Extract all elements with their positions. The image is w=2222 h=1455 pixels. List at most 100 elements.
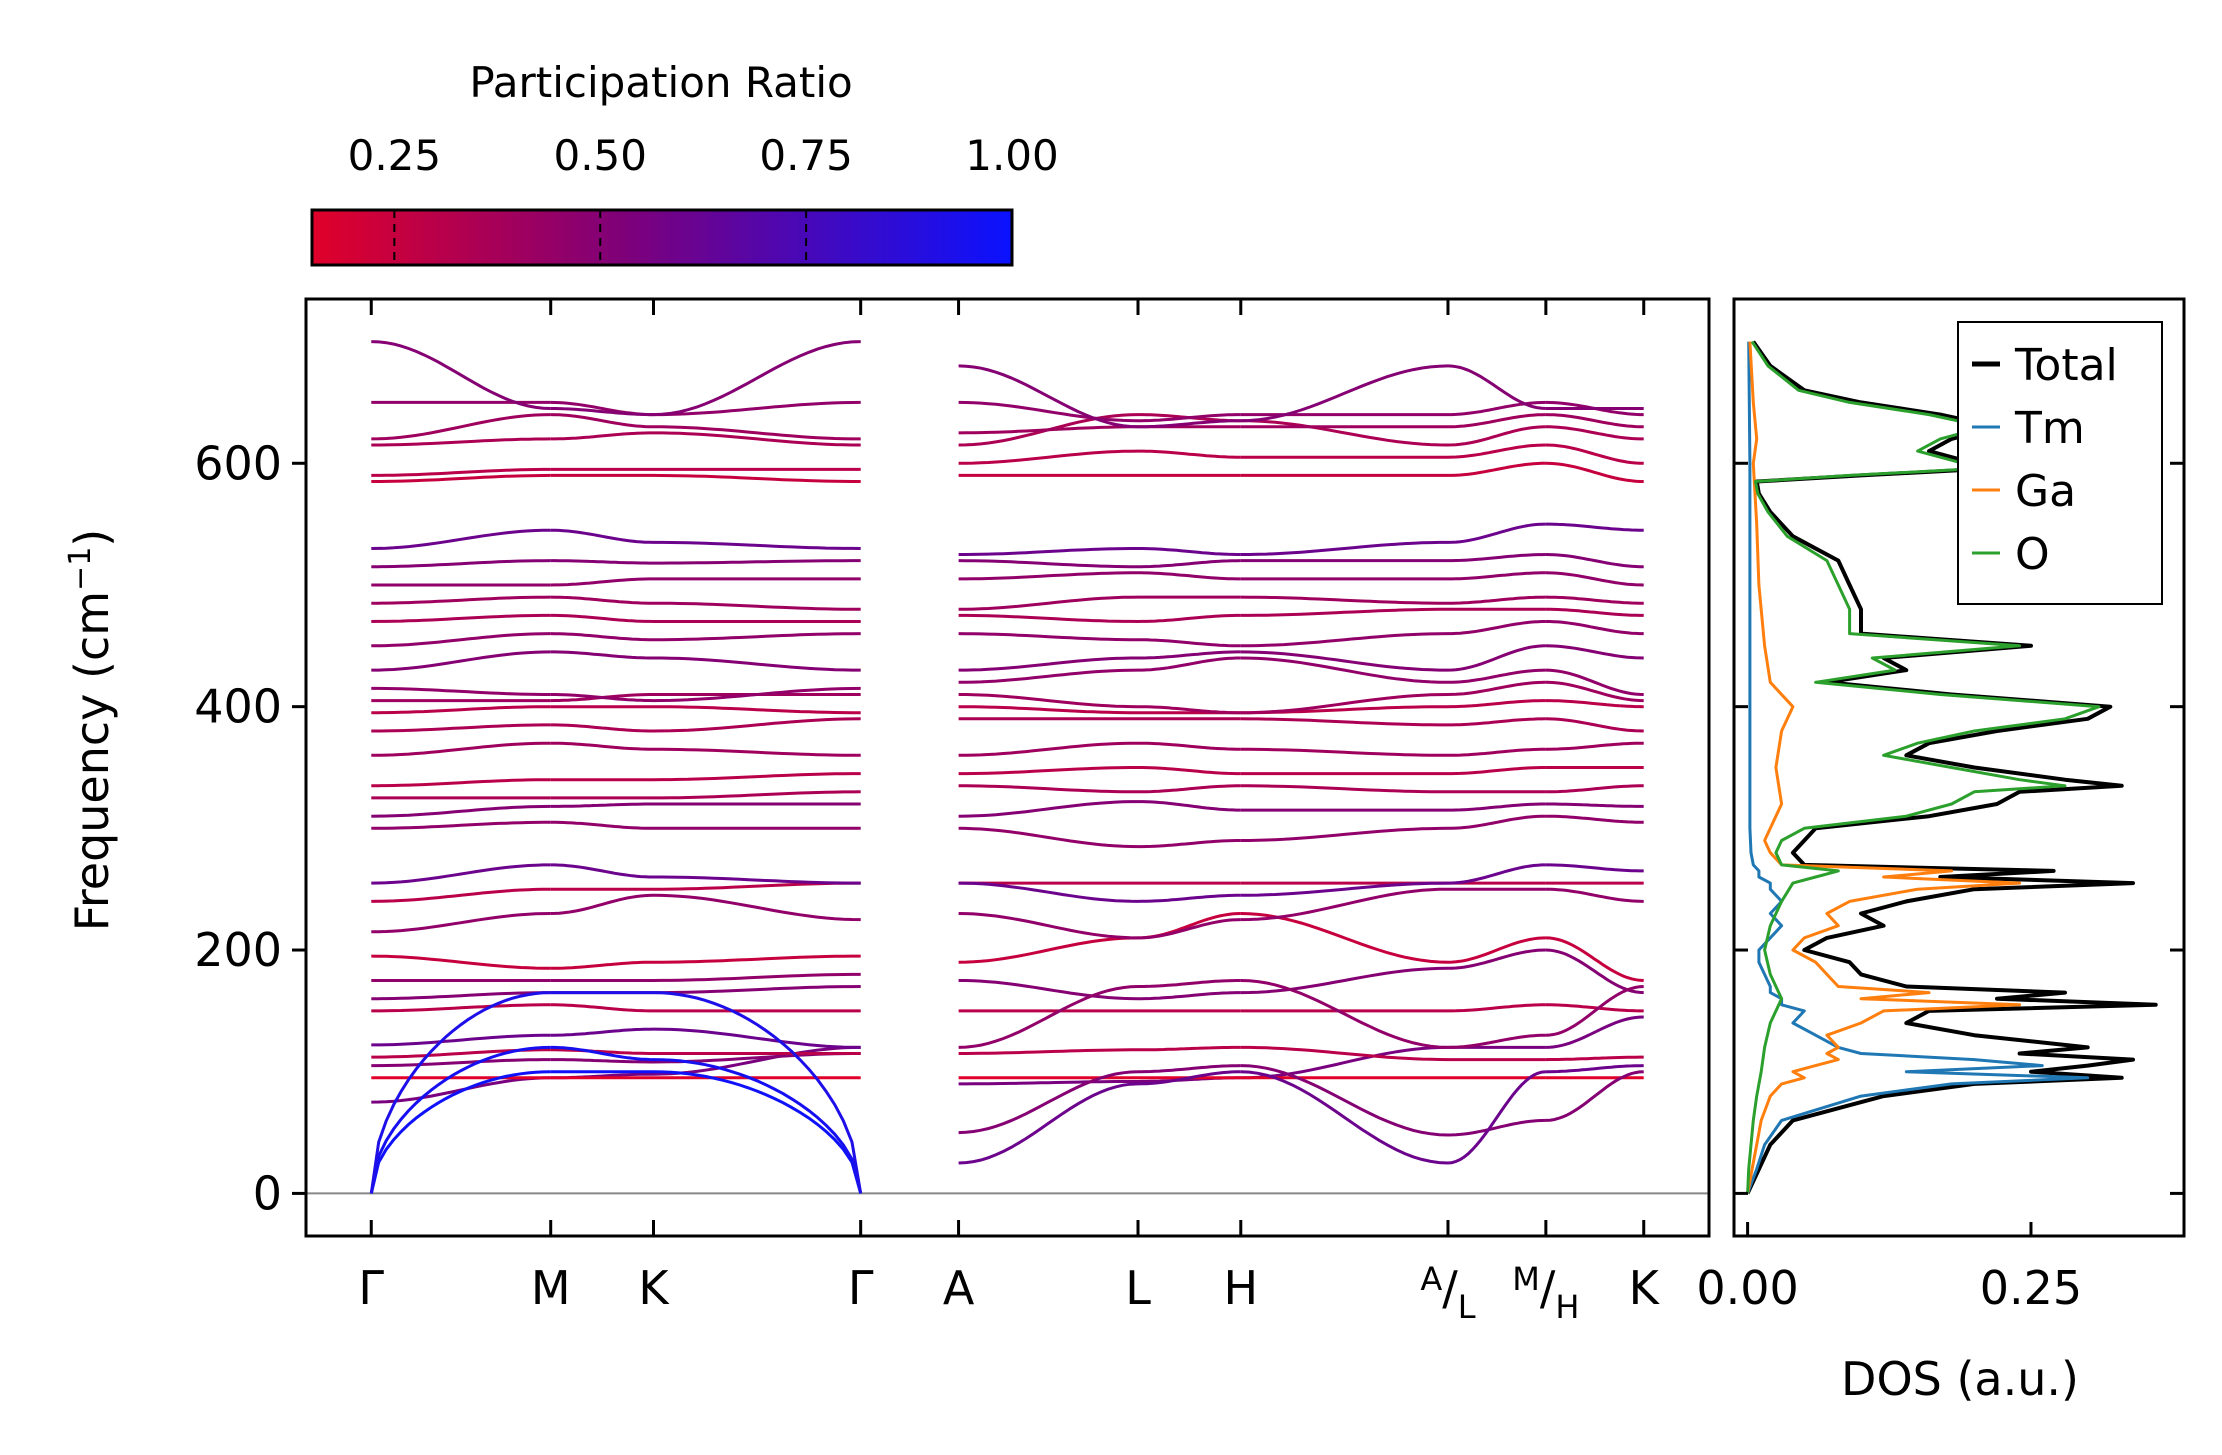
phonon-band-segment bbox=[1448, 571, 1546, 581]
phonon-band-segment bbox=[1240, 595, 1448, 605]
phonon-band-segment bbox=[1545, 699, 1644, 709]
phonon-band-segment bbox=[958, 595, 1139, 611]
phonon-band bbox=[371, 863, 1644, 903]
phonon-band-segment bbox=[1447, 1118, 1546, 1137]
phonon-band-segment bbox=[371, 632, 551, 648]
phonon-band-segment bbox=[1545, 425, 1644, 441]
phonon-band-segment bbox=[1240, 912, 1449, 964]
colorbar-tick-label: 0.25 bbox=[348, 131, 442, 180]
kpoint-label: H bbox=[1223, 1261, 1258, 1315]
phonon-band-segment bbox=[653, 790, 861, 800]
phonon-band-segment bbox=[550, 559, 654, 565]
phonon-band-segment bbox=[653, 747, 861, 757]
phonon-band-segment bbox=[653, 540, 861, 550]
phonon-band-segment bbox=[371, 863, 551, 885]
phonon-band-segment bbox=[371, 595, 551, 605]
acoustic-branch-segment bbox=[653, 991, 863, 1194]
phonon-band-segment bbox=[958, 693, 1139, 709]
colorbar-label: Participation Ratio bbox=[469, 58, 852, 107]
phonon-band-segment bbox=[550, 741, 654, 751]
phonon-band-segment bbox=[1545, 802, 1644, 808]
phonon-band-segment bbox=[550, 693, 654, 703]
phonon-band-segment bbox=[1137, 638, 1241, 648]
phonon-band-segment bbox=[958, 1070, 1139, 1135]
dos-panel: 0.00 0.25 DOS (a.u.) Total Tm Ga O bbox=[1696, 297, 2186, 1406]
phonon-band-segment bbox=[1545, 985, 1644, 1037]
phonon-band bbox=[371, 413, 1644, 447]
phonon-band bbox=[371, 571, 1644, 587]
band-structure-panel: 0 200 400 600 Γ M K Γ A L H A/L M/H K Frequency (cm−… bbox=[63, 297, 1711, 1326]
phonon-band-segment bbox=[550, 650, 654, 660]
phonon-band-segment bbox=[1137, 918, 1241, 940]
phonon-band-segment bbox=[958, 800, 1138, 818]
phonon-band-segment bbox=[1545, 1015, 1644, 1049]
acoustic-branch bbox=[369, 991, 863, 1194]
phonon-band-segment bbox=[1545, 814, 1644, 824]
phonon-band-segment bbox=[1240, 826, 1449, 842]
phonon-band bbox=[371, 400, 1644, 423]
phonon-band-segment bbox=[1138, 656, 1241, 672]
frequency-axis-unit-exponent: −1 bbox=[63, 547, 98, 591]
phonon-band-segment bbox=[958, 826, 1139, 849]
colorbar: Participation Ratio 0.25 0.50 0.75 1.00 bbox=[310, 58, 1059, 267]
phonon-band-segment bbox=[1448, 766, 1546, 776]
phonon-band-segment bbox=[1545, 717, 1644, 733]
phonon-band-segment bbox=[371, 912, 551, 934]
phonon-band-segment bbox=[958, 766, 1138, 776]
phonon-band-segment bbox=[958, 881, 1139, 903]
phonon-band bbox=[371, 656, 1644, 703]
phonon-band-segment bbox=[1138, 1064, 1241, 1074]
kpoint-label: Γ bbox=[358, 1261, 384, 1315]
phonon-band-segment bbox=[550, 1003, 654, 1013]
phonon-band-segment bbox=[1240, 1070, 1449, 1165]
phonon-band-segment bbox=[958, 985, 1139, 1049]
phonon-band-segment bbox=[1447, 863, 1546, 885]
phonon-band bbox=[371, 1027, 1644, 1165]
phonon-band bbox=[371, 717, 1644, 733]
phonon-band-segment bbox=[371, 1033, 551, 1047]
frequency-axis-label: Frequency (cm−1) bbox=[63, 529, 119, 932]
phonon-band-segment bbox=[371, 686, 551, 696]
phonon-band bbox=[371, 522, 1644, 556]
phonon-band-segment bbox=[1240, 979, 1449, 1049]
phonon-band-segment bbox=[550, 431, 654, 441]
dos-frame bbox=[1732, 297, 2186, 1238]
phonon-band-segment bbox=[371, 778, 551, 788]
phonon-band-segment bbox=[371, 741, 551, 757]
phonon-band-segment bbox=[1138, 559, 1241, 569]
phonon-band bbox=[371, 620, 1644, 648]
phonon-band-segment bbox=[1138, 650, 1241, 660]
phonon-band-segment bbox=[1240, 419, 1449, 447]
phonon-band-segment bbox=[653, 972, 861, 982]
phonon-band-segment bbox=[653, 559, 861, 565]
phonon-band-segment bbox=[1545, 443, 1644, 465]
phonon-band-segment bbox=[371, 413, 551, 441]
phonon-band-segment bbox=[371, 528, 551, 550]
phonon-band-segment bbox=[958, 1048, 1138, 1055]
phonon-band bbox=[371, 607, 1644, 623]
phonon-band-segment bbox=[1448, 717, 1546, 727]
phonon-band-segment bbox=[958, 979, 1139, 1001]
phonon-band-segment bbox=[1240, 887, 1449, 922]
phonon-band-segment bbox=[1545, 461, 1644, 483]
phonon-band-segment bbox=[371, 887, 551, 903]
phonon-band-segment bbox=[550, 632, 654, 642]
kpoint-label: M/H bbox=[1512, 1260, 1579, 1326]
phonon-band bbox=[371, 1003, 1644, 1013]
phonon-band-segment bbox=[371, 723, 551, 733]
phonon-band bbox=[371, 553, 1644, 569]
phonon-band bbox=[371, 340, 1644, 429]
acoustic-branch-segment bbox=[653, 1058, 863, 1194]
phonon-band bbox=[371, 699, 1644, 715]
phonon-band-segment bbox=[653, 1027, 861, 1049]
phonon-band-segment bbox=[1240, 650, 1448, 672]
phonon-band-segment bbox=[1138, 547, 1241, 556]
phonon-band-segment bbox=[550, 1027, 654, 1037]
phonon-band-segment bbox=[653, 717, 861, 733]
phonon-band-segment bbox=[550, 1058, 654, 1064]
kpoint-label: L bbox=[1125, 1261, 1151, 1315]
phonon-band-segment bbox=[371, 820, 551, 830]
phonon-band-segment bbox=[1545, 607, 1644, 617]
phonon-band-segment bbox=[1240, 364, 1449, 423]
phonon-band-segment bbox=[371, 559, 551, 569]
